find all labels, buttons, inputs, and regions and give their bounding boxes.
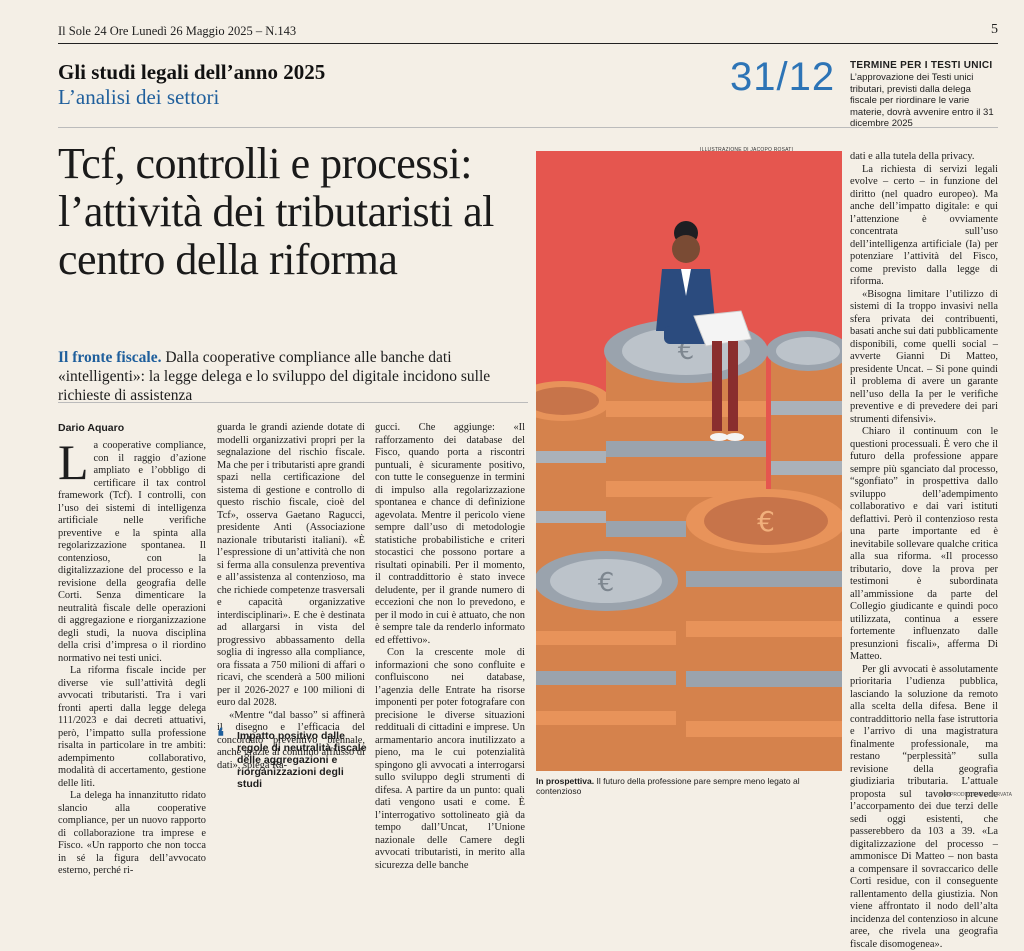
svg-text:€: €: [598, 568, 615, 598]
paragraph: Chiaro il continuum con le questioni pro…: [850, 426, 998, 664]
top-rule: [58, 43, 998, 44]
paragraph: dati e alla tutela della privacy.: [850, 151, 998, 164]
caption-lead: In prospettiva.: [536, 776, 594, 786]
section-title: Gli studi legali dell’anno 2025: [58, 60, 325, 85]
dropcap: L: [58, 442, 89, 482]
paragraph: gucci. Che aggiunge: «Il rafforzamento d…: [375, 422, 525, 647]
illustration-caption: In prospettiva. Il futuro della professi…: [536, 776, 842, 796]
paragraph: guarda le grandi aziende dotate di model…: [217, 422, 365, 710]
subhead-rule: [58, 402, 528, 403]
section-rule: [58, 127, 998, 128]
paragraph: La delega ha innanzitutto ridato slancio…: [58, 790, 206, 878]
article-subhead: Il fronte fiscale. Dalla cooperative com…: [58, 348, 528, 405]
article-column-4: dati e alla tutela della privacy. La ric…: [850, 151, 998, 951]
coin-stack-front-right: €: [686, 489, 842, 771]
pull-quote-text: Impatto positivo dalle regole di neutral…: [237, 730, 367, 790]
copyright-note: © RIPRODUZIONE RISERVATA: [940, 792, 1012, 798]
paragraph: Con la crescente mole di informazioni ch…: [375, 647, 525, 872]
running-head: Il Sole 24 Ore Lunedì 26 Maggio 2025 – N…: [58, 24, 296, 39]
article-column-2: guarda le grandi aziende dotate di model…: [217, 422, 365, 772]
page-number: 5: [991, 22, 998, 38]
article-headline: Tcf, controlli e processi: l’attività de…: [58, 140, 528, 284]
article-column-3: gucci. Che aggiunge: «Il rafforzamento d…: [375, 422, 525, 872]
quote-mark-icon: ❛: [217, 728, 224, 746]
deadline-title: TERMINE PER I TESTI UNICI: [850, 60, 993, 71]
section-subtitle: L’analisi dei settori: [58, 85, 219, 110]
deadline-text: L’approvazione dei Testi unici tributari…: [850, 72, 1000, 130]
paragraph: «Bisogna limitare l’utilizzo di sistemi …: [850, 289, 998, 427]
svg-text:€: €: [757, 505, 775, 538]
paragraph: Per gli avvocati è assolutamente priorit…: [850, 664, 998, 951]
subhead-lead: Il fronte fiscale.: [58, 349, 161, 366]
deadline-date: 31/12: [730, 55, 835, 100]
illustration-coins: € € €: [536, 151, 842, 771]
paragraph: La richiesta di servizi legali evolve – …: [850, 164, 998, 289]
paragraph: La riforma fiscale incide per diverse vi…: [58, 665, 206, 790]
author-byline: Dario Aquaro: [58, 422, 124, 434]
coin-stack-front-left: €: [536, 551, 678, 771]
